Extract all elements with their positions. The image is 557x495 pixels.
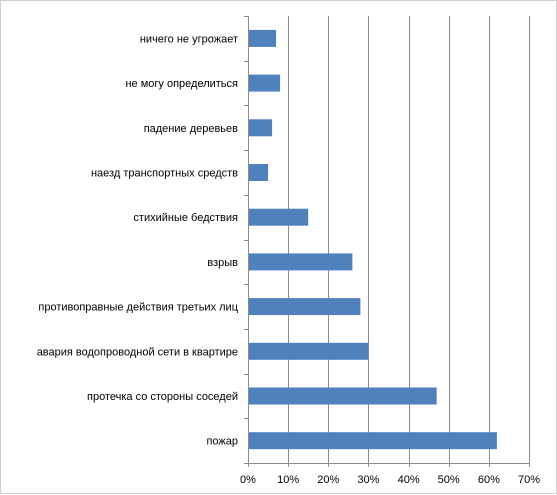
x-tick-label: 30% xyxy=(357,474,379,486)
x-tick-label: 60% xyxy=(478,474,500,486)
x-tick-label: 20% xyxy=(317,474,339,486)
category-label: протечка со стороны соседей xyxy=(87,391,238,403)
x-tick-label: 40% xyxy=(398,474,420,486)
category-label: взрыв xyxy=(207,257,238,269)
bar xyxy=(249,298,361,316)
bar xyxy=(249,29,277,47)
bar xyxy=(249,342,369,360)
category-label: падение деревьев xyxy=(144,123,238,135)
bar xyxy=(249,387,437,405)
x-tick-label: 10% xyxy=(277,474,299,486)
bar xyxy=(249,74,281,92)
bar xyxy=(249,164,269,181)
x-tick-label: 50% xyxy=(438,474,460,486)
x-tick-label: 0% xyxy=(240,474,256,486)
category-label: противоправные действия третьих лиц xyxy=(38,302,238,314)
bar xyxy=(249,253,353,271)
category-label: пожар xyxy=(206,436,238,448)
category-label: ничего не угрожает xyxy=(140,33,238,45)
bar xyxy=(249,119,273,137)
x-tick-label: 70% xyxy=(518,474,540,486)
category-label: наезд транспортных средств xyxy=(91,168,238,180)
category-label: не могу определиться xyxy=(125,78,238,90)
bar xyxy=(249,208,309,226)
category-label: стихийные бедствия xyxy=(133,212,238,224)
bar xyxy=(249,432,497,450)
category-label: авария водопроводной сети в квартире xyxy=(37,346,238,358)
